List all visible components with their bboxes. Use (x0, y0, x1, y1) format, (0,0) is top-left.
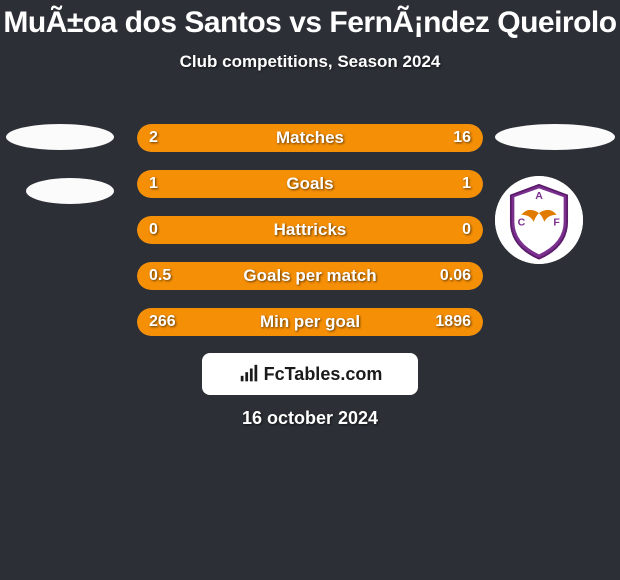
date-text: 16 october 2024 (0, 408, 620, 429)
value-right: 0 (462, 216, 471, 244)
stat-label: Goals per match (137, 262, 483, 290)
branding-text: FcTables.com (264, 364, 383, 385)
value-left: 0 (149, 216, 158, 244)
value-left: 2 (149, 124, 158, 152)
value-right: 16 (453, 124, 471, 152)
stat-rows: Matches2 16 Goals1 1 Hattricks0 0 Goals per ma… (137, 124, 483, 354)
badge-letter-right: F (553, 216, 560, 228)
stat-label: Hattricks (137, 216, 483, 244)
value-right: 1896 (435, 308, 471, 336)
value-left: 1 (149, 170, 158, 198)
stat-row: Min per goal266 1896 (137, 308, 483, 336)
branding-badge: FcTables.com (202, 353, 418, 395)
subtitle: Club competitions, Season 2024 (0, 52, 620, 72)
comparison-infographic: MuÃ±oa dos Santos vs FernÃ¡ndez Queirolo… (0, 0, 620, 580)
stat-row: Hattricks0 0 (137, 216, 483, 244)
value-left: 0.5 (149, 262, 171, 290)
value-right: 0.06 (440, 262, 471, 290)
badge-letter-left: C (518, 216, 526, 228)
value-left: 266 (149, 308, 176, 336)
left-team-logo-placeholder-2 (26, 178, 114, 204)
left-team-logo-placeholder-1 (6, 124, 114, 150)
badge-letter-top: A (535, 190, 543, 202)
stat-row: Matches2 16 (137, 124, 483, 152)
right-team-logo-placeholder (495, 124, 615, 150)
stat-label: Goals (137, 170, 483, 198)
value-right: 1 (462, 170, 471, 198)
page-title: MuÃ±oa dos Santos vs FernÃ¡ndez Queirolo (0, 0, 620, 40)
stat-row: Goals per match0.5 0.06 (137, 262, 483, 290)
stat-label: Matches (137, 124, 483, 152)
stat-label: Min per goal (137, 308, 483, 336)
bar-chart-icon (238, 363, 260, 385)
stat-row: Goals1 1 (137, 170, 483, 198)
shield-icon: A C F (495, 176, 583, 264)
right-team-badge: A C F (495, 176, 583, 264)
